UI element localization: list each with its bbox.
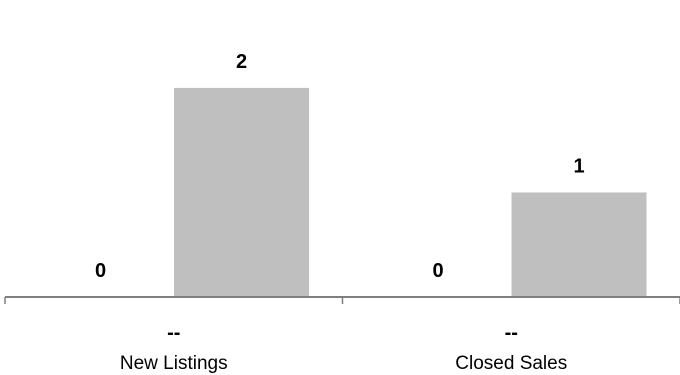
bar-current-0 (174, 87, 309, 297)
bar-current-1 (511, 192, 647, 297)
value-label-prior-0: 0 (95, 260, 106, 282)
category-label-1: Closed Sales (455, 353, 567, 374)
change-label-0: -- (167, 322, 180, 344)
value-label-current-0: 2 (236, 51, 247, 73)
value-label-prior-1: 0 (432, 260, 443, 282)
value-label-current-1: 1 (573, 155, 584, 177)
x-axis-ticks (4, 297, 680, 304)
bars-group (174, 87, 647, 297)
change-labels-group: -- -- (167, 322, 518, 344)
value-labels-group: 0 2 0 1 (95, 51, 585, 282)
category-labels-group: New Listings Closed Sales (120, 353, 567, 374)
category-label-0: New Listings (120, 353, 228, 374)
change-label-1: -- (505, 322, 518, 344)
